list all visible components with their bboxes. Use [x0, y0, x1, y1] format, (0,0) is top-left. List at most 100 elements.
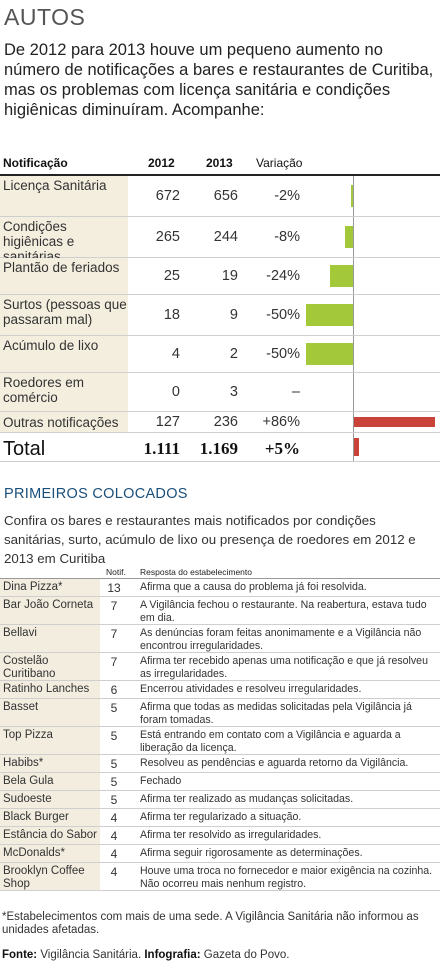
ranking-header: Notif. Resposta do estabelecimento	[0, 565, 440, 579]
value-2013: 1.169	[199, 439, 238, 458]
value-2012: 672	[155, 188, 180, 204]
establishment-response: Afirma ter realizado as mudanças solicit…	[140, 793, 354, 805]
value-variacao: -50%	[266, 346, 300, 362]
source-text: Vigilância Sanitária.	[40, 949, 142, 961]
header-variacao: Variação	[256, 156, 303, 170]
notification-count: 4	[110, 829, 118, 843]
table-row: Roedores em comércio 0 3 –	[0, 373, 440, 412]
value-2013: 19	[221, 268, 238, 284]
row-label: Licença Sanitária	[0, 176, 128, 216]
establishment-response: Afirma seguir rigorosamente as determina…	[140, 847, 363, 859]
bar-axis	[353, 258, 354, 294]
bar-axis	[353, 295, 354, 335]
section2-title: PRIMEIROS COLOCADOS	[4, 486, 188, 502]
variation-bar-negative	[351, 185, 353, 207]
value-2012: 1.111	[143, 439, 180, 458]
bar-axis	[353, 176, 354, 216]
variation-bar-negative	[306, 304, 353, 326]
table-row: Total 1.111 1.169 +5%	[0, 433, 440, 462]
header-2012: 2012	[148, 156, 175, 170]
establishment-response: As denúncias foram feitas anonimamente e…	[140, 627, 422, 652]
establishment-name: Bar João Corneta	[0, 597, 100, 624]
value-2012: 18	[163, 307, 180, 323]
establishment-name: Dina Pizza*	[0, 579, 100, 596]
notification-count: 5	[110, 729, 118, 743]
section-title: AUTOS	[4, 4, 86, 30]
value-2012: 265	[155, 229, 180, 245]
notification-count: 5	[110, 775, 118, 789]
ranking-body: Dina Pizza* 13 Afirma que a causa do probl…	[0, 579, 440, 891]
table-row: Surtos (pessoas que passaram mal) 18 9 -50%	[0, 295, 440, 336]
table-row: Acúmulo de lixo 4 2 -50%	[0, 336, 440, 373]
establishment-response: Fechado	[140, 775, 182, 787]
value-variacao: -24%	[266, 268, 300, 284]
establishment-response: Está entrando em contato com a Vigilânci…	[140, 729, 401, 754]
value-variacao: -50%	[266, 307, 300, 323]
value-variacao: +5%	[264, 439, 300, 458]
row-label: Total	[0, 433, 128, 461]
establishment-name: Bela Gula	[0, 773, 100, 790]
notification-count: 7	[110, 655, 118, 669]
intro-text: De 2012 para 2013 houve um pequeno aumen…	[4, 41, 434, 119]
establishment-name: Brooklyn Coffee Shop	[0, 863, 100, 890]
source-line: Fonte: Vigilância Sanitária. Infografia:…	[2, 949, 289, 961]
value-2013: 9	[229, 307, 238, 323]
bar-axis	[353, 373, 354, 411]
establishment-name: Estância do Sabor	[0, 827, 100, 844]
establishment-response: Afirma que todas as medidas solicitadas …	[140, 701, 412, 726]
ranking-row: Bellavi 7 As denúncias foram feitas anonim…	[0, 625, 440, 653]
row-label: Outras notificações	[0, 412, 128, 432]
notification-count: 4	[110, 811, 118, 825]
establishment-name: Habibs*	[0, 755, 100, 772]
notification-count: 5	[110, 793, 118, 807]
value-2013: 236	[213, 414, 238, 430]
ranking-row: Costelão Curitibano 7 Afirma ter recebido …	[0, 653, 440, 681]
value-2012: 25	[163, 268, 180, 284]
variation-bar-negative	[306, 343, 353, 365]
ranking-row: Ratinho Lanches 6 Encerrou atividades e re…	[0, 681, 440, 699]
notification-count: 13	[107, 581, 121, 595]
header-notif: Notif.	[106, 567, 126, 577]
ranking-row: Habibs* 5 Resolveu as pendências e aguarda…	[0, 755, 440, 773]
row-label: Plantão de feriados	[0, 258, 128, 294]
establishment-name: Black Burger	[0, 809, 100, 826]
table-row: Outras notificações 127 236 +86%	[0, 412, 440, 433]
value-2013: 244	[213, 229, 238, 245]
ranking-row: Bar João Corneta 7 A Vigilância fechou o r…	[0, 597, 440, 625]
bar-axis	[353, 433, 354, 461]
row-label: Surtos (pessoas que passaram mal)	[0, 295, 128, 335]
header-notificacao: Notificação	[3, 156, 68, 170]
source-label: Fonte:	[2, 949, 38, 961]
notification-count: 5	[110, 701, 118, 715]
ranking-row: Top Pizza 5 Está entrando em contato com a…	[0, 727, 440, 755]
establishment-name: Sudoeste	[0, 791, 100, 808]
infographic-label: Infografia:	[144, 949, 201, 961]
establishment-name: Ratinho Lanches	[0, 681, 100, 698]
ranking-row: Bela Gula 5 Fechado	[0, 773, 440, 791]
value-variacao: +86%	[262, 414, 301, 430]
establishment-name: Bellavi	[0, 625, 100, 652]
value-2013: 656	[213, 188, 238, 204]
bar-axis	[353, 412, 354, 432]
ranking-row: Basset 5 Afirma que todas as medidas solic…	[0, 699, 440, 727]
header-resposta: Resposta do estabelecimento	[140, 567, 252, 577]
value-variacao: -8%	[274, 229, 300, 245]
ranking-row: Sudoeste 5 Afirma ter realizado as mudança…	[0, 791, 440, 809]
ranking-row: Brooklyn Coffee Shop 4 Houve uma troca no …	[0, 863, 440, 891]
row-label: Acúmulo de lixo	[0, 336, 128, 372]
table-header: Notificação 2012 2013 Variação	[0, 152, 440, 176]
row-label: Roedores em comércio	[0, 373, 128, 411]
establishment-response: Afirma ter recebido apenas uma notificaç…	[140, 655, 428, 680]
establishment-response: Afirma ter resolvido as irregularidades.	[140, 829, 322, 841]
notification-count: 6	[110, 683, 118, 697]
infographic-text: Gazeta do Povo.	[203, 949, 290, 961]
establishment-response: Afirma ter regularizado a situação.	[140, 811, 302, 823]
value-2012: 0	[171, 384, 180, 400]
footnote: *Estabelecimentos com mais de uma sede. …	[2, 911, 419, 936]
notification-count: 4	[110, 847, 118, 861]
section2-intro: Confira os bares e restaurantes mais not…	[4, 513, 416, 566]
establishment-name: McDonalds*	[0, 845, 100, 862]
establishment-response: Encerrou atividades e resolveu irregular…	[140, 683, 362, 695]
ranking-row: Dina Pizza* 13 Afirma que a causa do probl…	[0, 579, 440, 597]
